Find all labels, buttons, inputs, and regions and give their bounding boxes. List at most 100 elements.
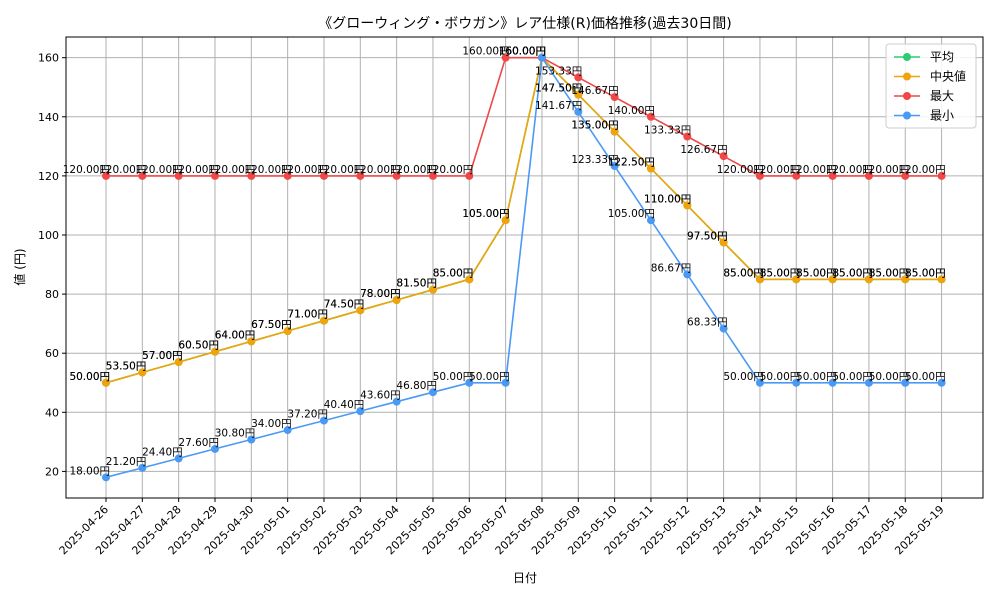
data-point (683, 132, 692, 141)
data-label: 126.67円 (680, 144, 727, 156)
data-label: 85.00円 (760, 267, 801, 279)
axis-ticks: 2025-04-262025-04-272025-04-282025-04-29… (38, 52, 947, 558)
data-label: 85.00円 (796, 267, 837, 279)
data-point (792, 275, 801, 284)
data-label: 78.00円 (360, 288, 401, 300)
y-tick-label: 20 (45, 465, 59, 478)
data-point (574, 90, 583, 99)
data-point (610, 127, 619, 136)
data-label: 64.00円 (215, 329, 256, 341)
data-label: 50.00円 (69, 371, 110, 383)
data-label: 120.00円 (717, 164, 764, 176)
y-tick-label: 160 (38, 52, 59, 65)
data-label: 30.80円 (215, 427, 256, 439)
data-label: 120.00円 (281, 164, 328, 176)
data-label: 60.50円 (178, 340, 219, 352)
data-label: 50.00円 (796, 371, 837, 383)
data-point (864, 378, 873, 387)
data-point (610, 93, 619, 102)
data-label: 85.00円 (433, 267, 474, 279)
data-label: 40.40円 (324, 399, 365, 411)
data-point (102, 473, 110, 482)
data-point (864, 275, 873, 284)
data-point (901, 171, 910, 180)
data-label: 85.00円 (905, 267, 946, 279)
data-point (356, 407, 365, 416)
data-label: 120.00円 (789, 164, 836, 176)
data-point (683, 270, 692, 279)
data-label: 120.00円 (826, 164, 873, 176)
data-label: 120.00円 (390, 164, 437, 176)
data-label: 135.00円 (571, 120, 618, 132)
x-axis-label: 日付 (513, 571, 537, 585)
data-point (210, 171, 219, 180)
legend-label: 最小 (930, 109, 954, 123)
data-point (392, 397, 401, 406)
data-label: 57.00円 (142, 350, 183, 362)
data-label: 18.00円 (69, 465, 110, 477)
data-point (283, 327, 292, 336)
data-point (574, 73, 583, 82)
data-label: 53.50円 (106, 360, 147, 372)
data-label: 24.40円 (142, 446, 183, 458)
data-label: 110.00円 (644, 193, 691, 205)
data-label: 85.00円 (723, 267, 764, 279)
data-point (792, 171, 801, 180)
data-label: 105.00円 (462, 208, 509, 220)
data-point (465, 275, 474, 284)
data-label: 74.50円 (324, 298, 365, 310)
data-point (319, 171, 328, 180)
data-label: 120.00円 (317, 164, 364, 176)
data-point (864, 171, 873, 180)
data-label: 135.00円 (571, 120, 618, 132)
data-label: 50.00円 (433, 371, 474, 383)
data-label: 147.50円 (535, 83, 582, 95)
data-point (574, 107, 583, 116)
data-label: 123.33円 (571, 154, 618, 166)
data-point (792, 378, 801, 387)
data-point (719, 324, 728, 333)
data-label: 160.00円 (499, 46, 546, 58)
data-point (937, 275, 946, 284)
y-tick-label: 140 (38, 111, 59, 124)
data-point (755, 275, 764, 284)
chart-title: 《グローウィング・ボウガン》レア仕様(R)価格推移(過去30日間) (318, 16, 731, 32)
data-point (937, 171, 946, 180)
data-point (138, 368, 147, 377)
data-point (937, 378, 946, 387)
data-label: 120.00円 (99, 164, 146, 176)
data-label: 120.00円 (244, 164, 291, 176)
data-point (428, 388, 437, 397)
legend-label: 最大 (930, 89, 954, 103)
data-label: 50.00円 (905, 371, 946, 383)
y-tick-label: 80 (45, 288, 59, 301)
data-label: 105.00円 (608, 208, 655, 220)
data-point (646, 216, 655, 225)
data-label: 78.00円 (360, 288, 401, 300)
data-point (174, 358, 183, 367)
data-label: 141.67円 (535, 100, 582, 112)
data-label: 37.20円 (287, 409, 328, 421)
data-point (828, 378, 837, 387)
plot-area-frame (65, 36, 984, 499)
data-point (247, 435, 256, 444)
data-label: 140.00円 (608, 105, 655, 117)
grid (66, 37, 983, 498)
data-point (683, 201, 692, 210)
y-axis-label: 値 (円) (12, 248, 27, 285)
data-point (174, 171, 183, 180)
data-label: 133.33円 (644, 124, 691, 136)
data-label: 120.00円 (353, 164, 400, 176)
data-label: 153.33円 (535, 65, 582, 77)
data-label: 85.00円 (796, 267, 837, 279)
data-label: 120.00円 (426, 164, 473, 176)
data-label: 71.00円 (287, 309, 328, 321)
data-point (392, 296, 401, 305)
data-label: 85.00円 (433, 267, 474, 279)
data-label: 105.00円 (462, 208, 509, 220)
y-tick-label: 120 (38, 170, 59, 183)
legend-label: 平均 (930, 50, 954, 64)
